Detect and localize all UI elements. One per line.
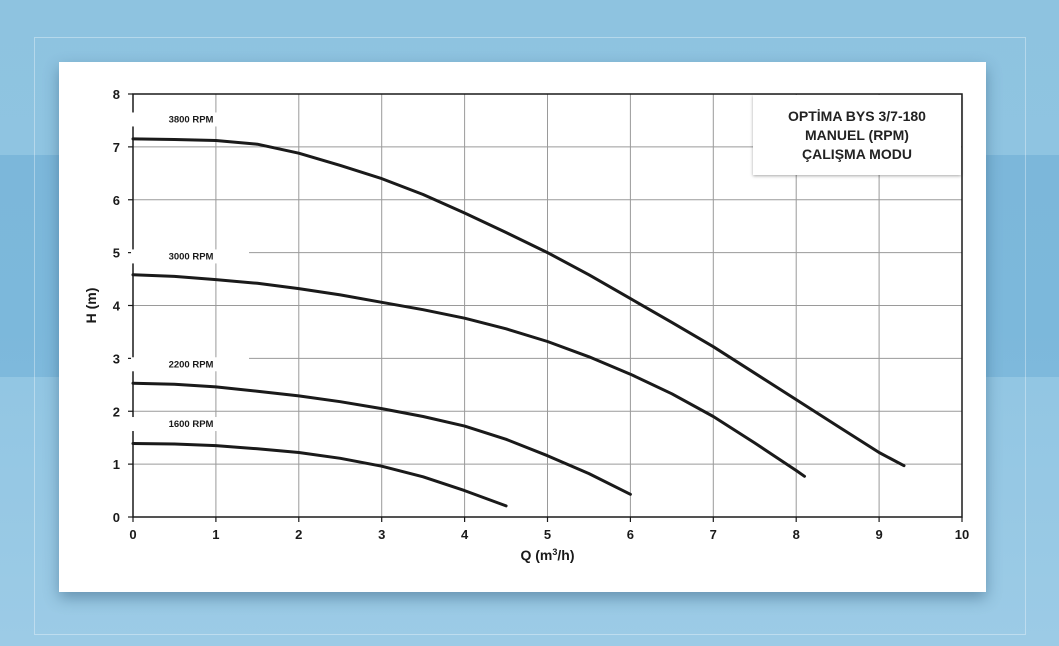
x-axis-label: Q (m3/h) bbox=[520, 547, 574, 563]
curve-label-background bbox=[131, 112, 250, 127]
x-tick-label: 6 bbox=[627, 527, 634, 542]
curve-1600-rpm bbox=[131, 442, 508, 508]
curve-label: 3000 RPM bbox=[169, 251, 214, 262]
x-tick-label: 8 bbox=[793, 527, 800, 542]
y-tick-label: 0 bbox=[113, 510, 120, 525]
chart-title-line-2: MANUEL (RPM) bbox=[805, 126, 909, 143]
curve-label-background bbox=[131, 417, 250, 432]
curve-3000-rpm bbox=[131, 273, 806, 478]
x-tick-label: 5 bbox=[544, 527, 551, 542]
chart-title-box: OPTİMA BYS 3/7-180 MANUEL (RPM) ÇALIŞMA … bbox=[753, 95, 961, 175]
y-tick-label: 5 bbox=[113, 246, 120, 261]
x-tick-label: 3 bbox=[378, 527, 385, 542]
chart-title-line-1: OPTİMA BYS 3/7-180 bbox=[788, 107, 926, 124]
x-tick-label: 0 bbox=[129, 527, 136, 542]
background-frame bbox=[34, 37, 1026, 635]
y-tick-label: 7 bbox=[113, 140, 120, 155]
y-tick-label: 4 bbox=[113, 299, 121, 314]
y-tick-label: 6 bbox=[113, 193, 120, 208]
x-tick-label: 10 bbox=[955, 527, 969, 542]
x-tick-label: 1 bbox=[212, 527, 219, 542]
curve-label-background bbox=[131, 249, 250, 264]
x-tick-label: 4 bbox=[461, 527, 469, 542]
y-tick-label: 2 bbox=[113, 404, 120, 419]
curve-2200-rpm bbox=[131, 381, 632, 496]
curve-label-background bbox=[131, 357, 250, 372]
x-tick-label: 2 bbox=[295, 527, 302, 542]
curve-label: 1600 RPM bbox=[169, 419, 214, 430]
y-tick-label: 3 bbox=[113, 351, 120, 366]
x-tick-label: 9 bbox=[875, 527, 882, 542]
x-tick-label: 7 bbox=[710, 527, 717, 542]
curve-label: 3800 RPM bbox=[169, 114, 214, 125]
chart-title-line-3: ÇALIŞMA MODU bbox=[802, 145, 912, 162]
curve-3800-rpm bbox=[131, 137, 906, 468]
curve-label: 2200 RPM bbox=[169, 359, 214, 370]
y-axis-label: H (m) bbox=[83, 288, 99, 324]
y-tick-label: 1 bbox=[113, 457, 120, 472]
y-tick-label: 8 bbox=[113, 87, 120, 102]
